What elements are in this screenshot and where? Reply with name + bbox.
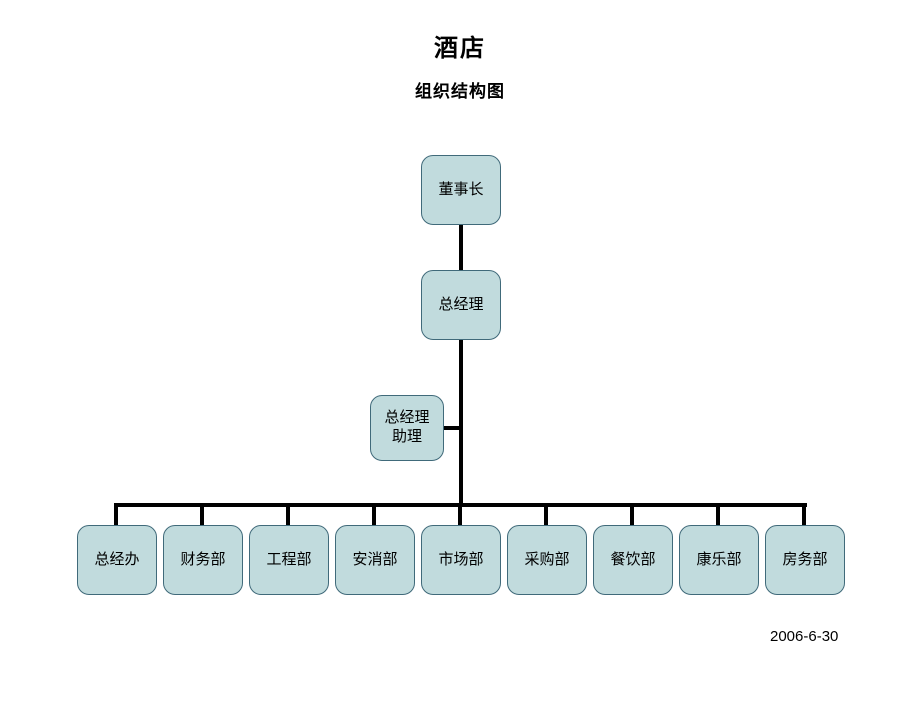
org-node-chairman: 董事长 bbox=[421, 155, 501, 225]
org-node-dept0: 总经办 bbox=[77, 525, 157, 595]
org-node-dept1: 财务部 bbox=[163, 525, 243, 595]
org-node-gm: 总经理 bbox=[421, 270, 501, 340]
connector-line bbox=[114, 503, 118, 525]
org-node-dept3: 安消部 bbox=[335, 525, 415, 595]
connector-line bbox=[459, 340, 463, 507]
org-node-dept8: 房务部 bbox=[765, 525, 845, 595]
connector-line bbox=[200, 503, 204, 525]
org-node-dept7: 康乐部 bbox=[679, 525, 759, 595]
connector-line bbox=[458, 503, 462, 525]
connector-line bbox=[459, 225, 463, 270]
org-node-dept4: 市场部 bbox=[421, 525, 501, 595]
connector-line bbox=[372, 503, 376, 525]
connector-line bbox=[444, 426, 459, 430]
org-node-dept2: 工程部 bbox=[249, 525, 329, 595]
connector-line bbox=[802, 503, 806, 525]
org-node-dept5: 采购部 bbox=[507, 525, 587, 595]
org-node-dept6: 餐饮部 bbox=[593, 525, 673, 595]
connector-line bbox=[286, 503, 290, 525]
org-node-assistant: 总经理助理 bbox=[370, 395, 444, 461]
connector-line bbox=[544, 503, 548, 525]
connector-line bbox=[716, 503, 720, 525]
connector-line bbox=[630, 503, 634, 525]
org-chart: 董事长总经理总经理助理总经办财务部工程部安消部市场部采购部餐饮部康乐部房务部 bbox=[0, 28, 920, 718]
date-label: 2006-6-30 bbox=[770, 628, 838, 645]
